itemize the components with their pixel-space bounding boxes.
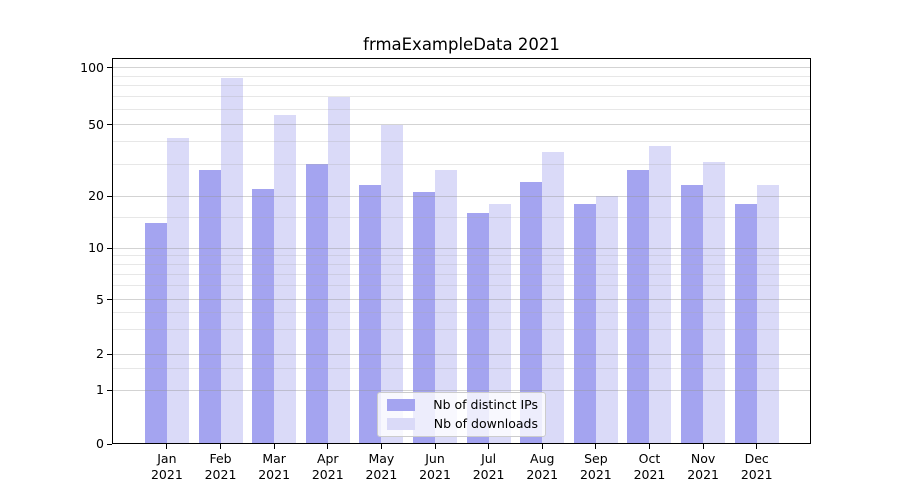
- bar-nb-of-downloads-dec: [756, 185, 779, 444]
- bar-nb-of-downloads-jan: [166, 138, 189, 444]
- x-tick-mark-may: [380, 444, 382, 449]
- x-tick-mark-sep: [595, 444, 597, 449]
- x-tick-label-may: May 2021: [365, 451, 398, 482]
- bar-nb-of-downloads-jun: [435, 169, 457, 444]
- bar-nb-of-downloads-oct: [649, 145, 672, 444]
- y-tick-label-100: 100: [80, 59, 104, 75]
- legend-label: Nb of distinct IPs: [433, 397, 538, 413]
- y-tick-label-20: 20: [88, 188, 104, 203]
- x-tick-label-oct: Oct 2021: [633, 451, 666, 482]
- x-tick-label-nov: Nov 2021: [687, 451, 719, 482]
- gridline-minor-90: [113, 75, 810, 77]
- bar-nb-of-downloads-nov: [703, 161, 726, 444]
- bar-nb-of-distinct-ips-jun: [413, 192, 435, 444]
- y-tick-mark-50: [107, 124, 112, 125]
- bar-nb-of-downloads-sep: [595, 196, 618, 444]
- y-tick-label-2: 2: [96, 346, 104, 361]
- x-tick-label-jul: Jul 2021: [472, 451, 505, 482]
- bar-nb-of-distinct-ips-oct: [627, 169, 650, 444]
- x-tick-label-jan: Jan 2021: [150, 451, 183, 482]
- bar-nb-of-downloads-may: [381, 124, 404, 444]
- legend-swatch-icon: [387, 399, 415, 412]
- bar-nb-of-downloads-aug: [542, 152, 565, 444]
- gridline-major-50: [113, 124, 810, 125]
- legend-item-nb-of-distinct-ips: Nb of distinct IPs: [387, 397, 538, 413]
- x-tick-mark-jan: [166, 444, 168, 449]
- gridline-major-100: [113, 67, 810, 68]
- bar-nb-of-distinct-ips-feb: [198, 169, 221, 444]
- bar-nb-of-downloads-jul: [488, 203, 511, 444]
- y-tick-mark-20: [107, 195, 112, 197]
- bar-nb-of-downloads-apr: [327, 96, 350, 444]
- y-tick-label-0: 0: [96, 436, 104, 451]
- legend-label: Nb of downloads: [433, 415, 538, 431]
- y-tick-mark-10: [107, 247, 112, 249]
- x-tick-mark-apr: [327, 444, 329, 449]
- y-tick-mark-0: [107, 443, 112, 445]
- y-tick-label-10: 10: [88, 240, 104, 255]
- x-tick-mark-oct: [648, 444, 650, 449]
- x-tick-mark-nov: [702, 444, 704, 449]
- bar-nb-of-distinct-ips-may: [359, 185, 382, 444]
- y-tick-mark-5: [107, 299, 112, 300]
- y-tick-mark-2: [107, 353, 112, 355]
- y-tick-label-50: 50: [88, 116, 104, 132]
- chart-title: frmaExampleData 2021: [363, 35, 560, 54]
- x-tick-label-jun: Jun 2021: [419, 451, 451, 482]
- bar-nb-of-distinct-ips-dec: [734, 203, 757, 444]
- x-tick-label-aug: Aug 2021: [526, 451, 559, 482]
- bar-nb-of-downloads-feb: [220, 78, 243, 444]
- bar-nb-of-distinct-ips-jan: [144, 222, 167, 444]
- gridline-minor-60: [113, 109, 810, 110]
- x-tick-mark-jun: [434, 444, 436, 449]
- bar-nb-of-distinct-ips-jul: [466, 212, 489, 444]
- x-tick-mark-jul: [488, 444, 490, 449]
- x-tick-label-apr: Apr 2021: [311, 451, 344, 482]
- bar-nb-of-distinct-ips-mar: [252, 188, 275, 444]
- y-tick-mark-1: [107, 389, 112, 391]
- bar-nb-of-downloads-mar: [274, 115, 297, 444]
- gridline-minor-40: [113, 141, 810, 143]
- gridline-minor-80: [113, 85, 810, 87]
- legend: Nb of distinct IPs Nb of downloads: [377, 392, 546, 437]
- x-tick-mark-mar: [273, 444, 275, 449]
- gridline-minor-70: [113, 96, 810, 98]
- bar-nb-of-distinct-ips-apr: [305, 164, 328, 444]
- y-tick-label-1: 1: [96, 382, 104, 397]
- y-tick-mark-100: [107, 67, 112, 68]
- bar-nb-of-distinct-ips-sep: [573, 203, 596, 444]
- x-tick-mark-feb: [220, 444, 222, 449]
- legend-swatch-icon: [387, 417, 415, 430]
- bar-nb-of-distinct-ips-aug: [520, 181, 543, 444]
- x-tick-mark-dec: [756, 444, 758, 449]
- y-tick-label-5: 5: [96, 291, 104, 307]
- x-tick-mark-aug: [541, 444, 543, 449]
- x-tick-label-mar: Mar 2021: [258, 451, 291, 482]
- x-tick-label-feb: Feb 2021: [204, 451, 237, 482]
- bar-nb-of-distinct-ips-nov: [681, 185, 704, 444]
- x-tick-label-sep: Sep 2021: [579, 451, 612, 482]
- legend-item-nb-of-downloads: Nb of downloads: [387, 416, 538, 432]
- x-tick-label-dec: Dec 2021: [740, 451, 773, 482]
